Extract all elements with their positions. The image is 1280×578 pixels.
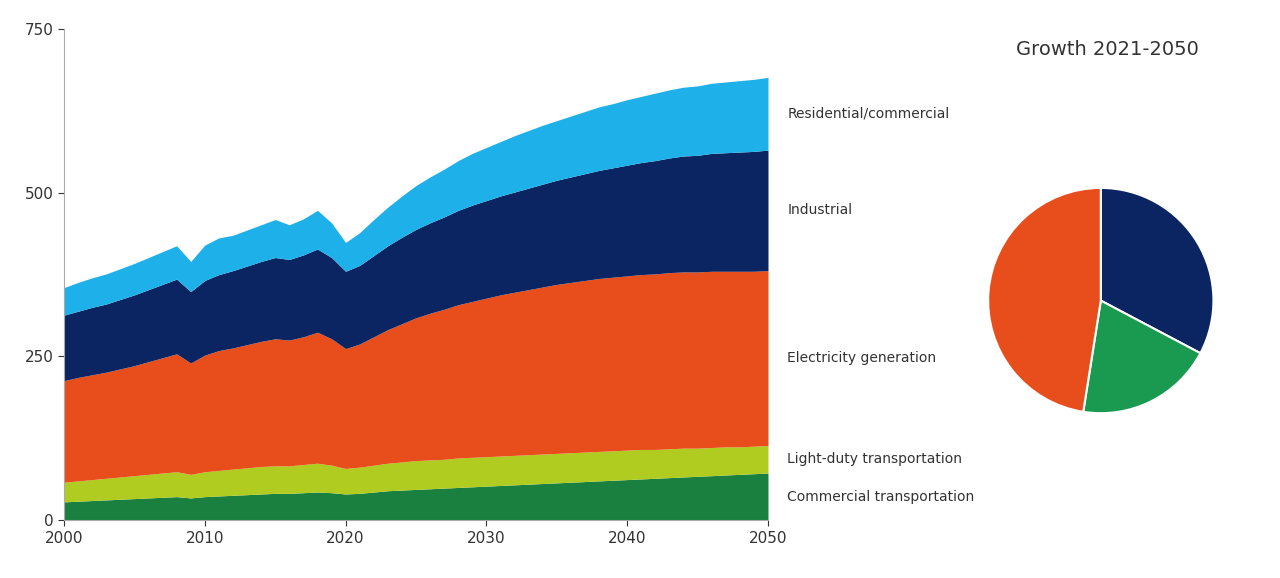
Text: Commercial transportation: Commercial transportation (787, 490, 974, 503)
Text: Electricity generation: Electricity generation (787, 351, 937, 365)
Text: Industrial: Industrial (787, 203, 852, 217)
Wedge shape (1101, 188, 1213, 353)
Text: Growth 2021-2050: Growth 2021-2050 (1016, 40, 1198, 60)
Text: Light-duty transportation: Light-duty transportation (787, 452, 963, 466)
Wedge shape (988, 188, 1101, 412)
Text: Residential/commercial: Residential/commercial (787, 107, 950, 121)
Wedge shape (1083, 301, 1201, 413)
